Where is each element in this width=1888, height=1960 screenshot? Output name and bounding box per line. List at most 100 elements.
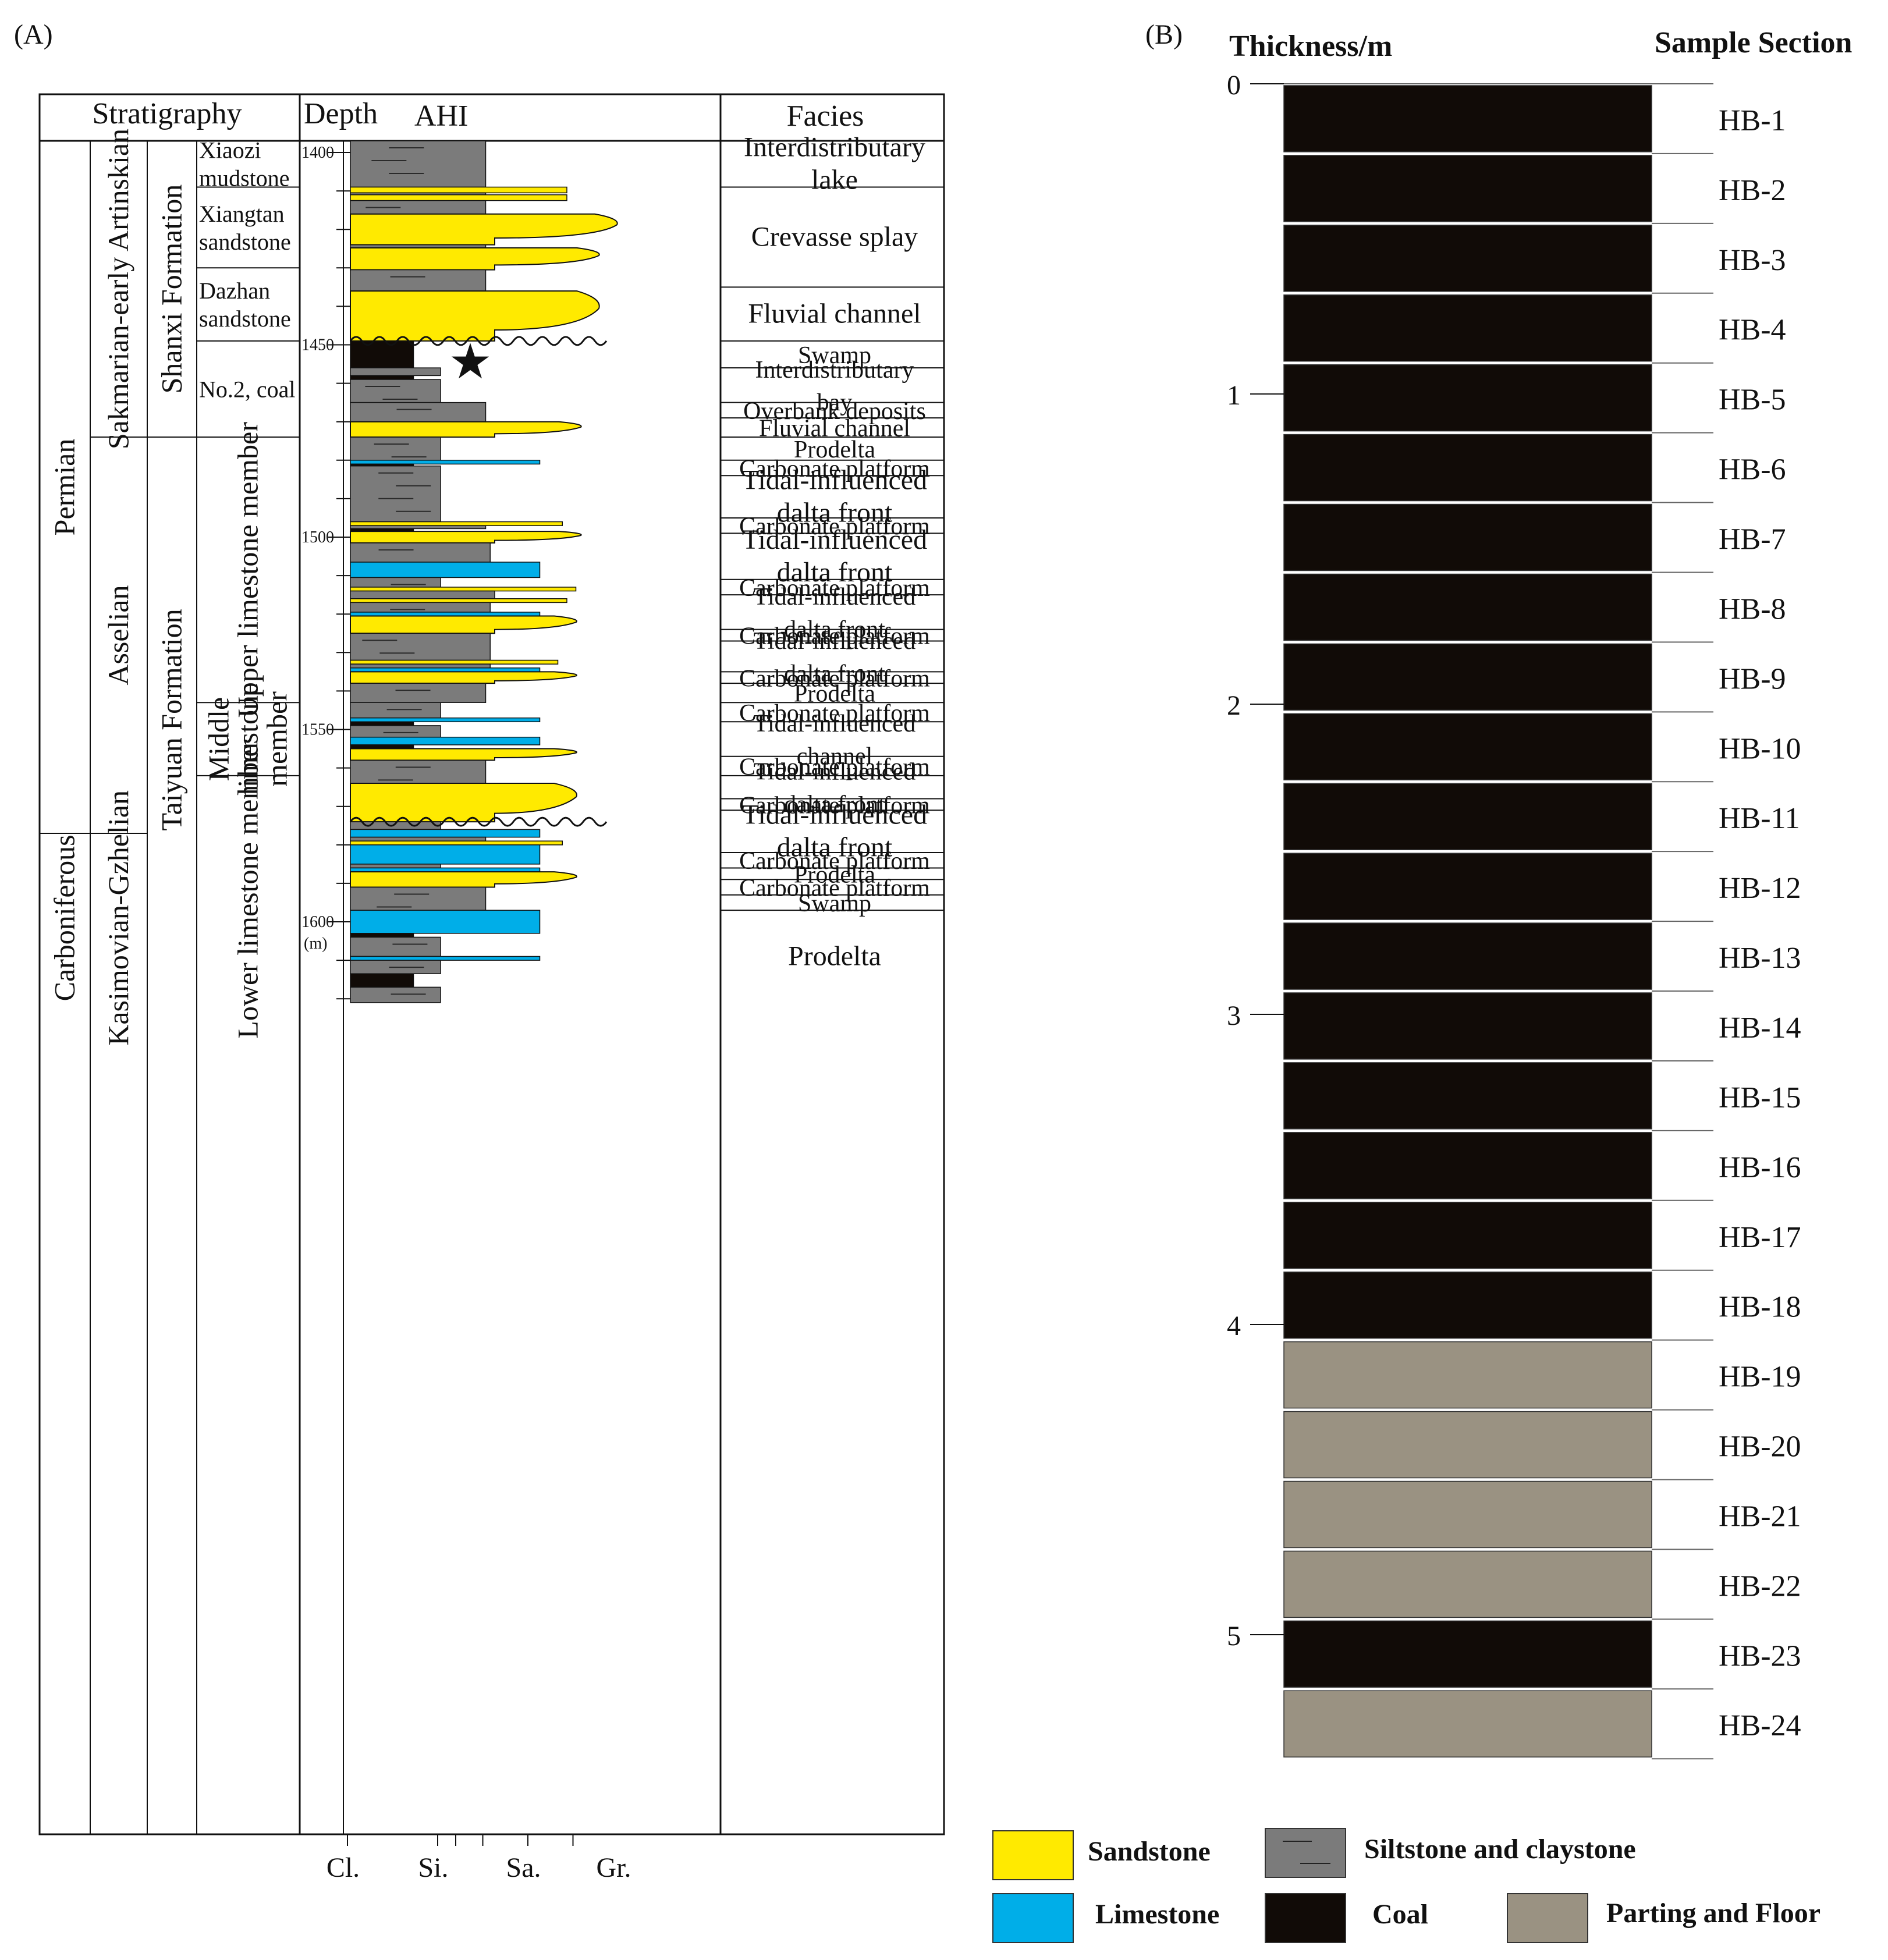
sample-bed-coal	[1283, 1620, 1652, 1688]
sample-id-label: HB-4	[1719, 314, 1786, 347]
sample-id-label: HB-2	[1719, 174, 1786, 207]
facies-label: Tidal-influenced	[742, 465, 927, 496]
grain-size-label: Gr.	[597, 1852, 631, 1883]
member-label: member	[261, 691, 293, 787]
bed-sandstone	[350, 290, 600, 342]
stage-label: Sakmarian-early Artinskian	[102, 129, 134, 449]
sample-bed-coal	[1283, 503, 1652, 571]
sample-bed-parting	[1283, 1480, 1652, 1549]
sample-bed-coal	[1283, 713, 1652, 780]
facies-label: Tidal-influenced	[742, 524, 927, 555]
facies-label: lake	[811, 165, 858, 196]
sample-id-label: HB-19	[1719, 1361, 1801, 1394]
bed-coal	[350, 973, 414, 988]
member-label: Xiaozi	[199, 137, 261, 164]
facies-label: Tidal-influenced	[754, 628, 915, 655]
legend-label: Sandstone	[1088, 1836, 1211, 1867]
bed-silt	[350, 577, 441, 588]
sample-bed-coal	[1283, 225, 1652, 292]
sample-id-label: HB-5	[1719, 384, 1786, 417]
sample-bed-coal	[1283, 155, 1652, 222]
sample-bed-coal	[1283, 364, 1652, 432]
sample-id-label: HB-13	[1719, 942, 1801, 975]
facies-label: Carbonate platform	[739, 456, 930, 482]
member-label: No.2, coal	[199, 377, 296, 403]
facies-label: Tidal-influenced	[754, 584, 915, 610]
facies-label: Swamp	[798, 890, 871, 917]
bed-coal	[350, 721, 414, 726]
bed-silt	[350, 465, 441, 523]
legend-swatch-coal	[1265, 1893, 1346, 1943]
grain-size-axis: Cl. Si. Sa. Gr.	[327, 1834, 631, 1883]
depth-tick-label: 1550	[301, 721, 334, 739]
bed-lime	[350, 460, 541, 465]
legend-label: Siltstone and claystone	[1364, 1834, 1636, 1865]
panel-a-frame	[38, 93, 945, 1835]
bed-silt	[350, 986, 441, 1003]
erosional-base	[349, 816, 608, 827]
facies-label: dalta front	[777, 498, 893, 528]
sample-id-label: HB-22	[1719, 1570, 1801, 1603]
header-ahi: AHI	[414, 100, 468, 133]
bed-sandstone	[350, 421, 582, 438]
facies-label: Carbonate platform	[739, 623, 930, 650]
thickness-tick-label: 5	[1227, 1621, 1241, 1652]
sample-bed-coal	[1283, 1062, 1652, 1130]
bed-silt	[350, 725, 441, 738]
member-label: Xiangtan	[199, 201, 285, 227]
legend: Sandstone Siltstone and claystone Limeston…	[992, 1828, 1820, 1943]
member-label: Lower limestone member	[232, 740, 264, 1039]
bed-sand	[350, 186, 567, 194]
bed-silt	[350, 590, 495, 599]
sample-bed-coal	[1283, 992, 1652, 1060]
facies-label: Carbonate platform	[739, 575, 930, 602]
facies-label: Interdistributary	[755, 357, 914, 384]
facies-label: Carbonate platform	[739, 792, 930, 819]
formation-label: Shanxi Formation	[155, 184, 188, 394]
system-label: Permian	[48, 439, 81, 536]
bed-silt	[350, 140, 487, 188]
sample-bed-coal	[1283, 853, 1652, 920]
panel-a-column: Stratigraphy Depth AHI Facies Permian Car…	[38, 93, 945, 1883]
legend-swatch-sand	[992, 1830, 1074, 1880]
bed-sandstone	[350, 783, 577, 823]
sample-section-label: Sample Section	[1655, 26, 1852, 59]
depth-tick-label: 1600	[301, 913, 334, 931]
bed-sand	[350, 587, 577, 592]
bed-sand	[350, 521, 563, 526]
erosional-base	[349, 336, 608, 346]
depth-tick-label: 1450	[301, 336, 334, 354]
bed-sand	[350, 194, 567, 201]
facies-label: Swamp	[798, 342, 871, 369]
bed-silt	[350, 633, 491, 661]
bed-silt	[350, 402, 487, 422]
sample-id-label: HB-20	[1719, 1430, 1801, 1464]
thickness-tick-label: 0	[1227, 70, 1241, 101]
header-facies: Facies	[787, 100, 864, 133]
legend-label: Limestone	[1095, 1899, 1219, 1930]
facies-label: Carbonate platform	[739, 848, 930, 875]
sample-bed-parting	[1283, 1411, 1652, 1479]
sample-id-label: HB-10	[1719, 732, 1801, 765]
sample-bed-coal	[1283, 1271, 1652, 1339]
sample-id-label: HB-21	[1719, 1500, 1801, 1533]
facies-label: dalta front	[784, 791, 885, 818]
sample-id-label: HB-11	[1719, 802, 1800, 835]
bed-sandstone	[350, 748, 577, 761]
bed-sand	[350, 598, 567, 603]
system-label: Carboniferous	[48, 835, 81, 1001]
facies-label: Tidal-influenced	[754, 759, 915, 786]
member-label: limestone	[232, 683, 264, 796]
panel-a-label: (A)	[14, 19, 53, 50]
sample-id-label: HB-6	[1719, 453, 1786, 487]
bed-silt	[350, 663, 491, 669]
facies-label: Prodelta	[794, 861, 875, 888]
sample-bed-coal	[1283, 1132, 1652, 1199]
bed-silt	[350, 864, 441, 869]
stage-label: Kasimovian-Gzhelian	[102, 790, 134, 1046]
bed-silt	[350, 542, 491, 563]
bed-lime	[350, 562, 541, 578]
sample-id-label: HB-8	[1719, 592, 1786, 626]
